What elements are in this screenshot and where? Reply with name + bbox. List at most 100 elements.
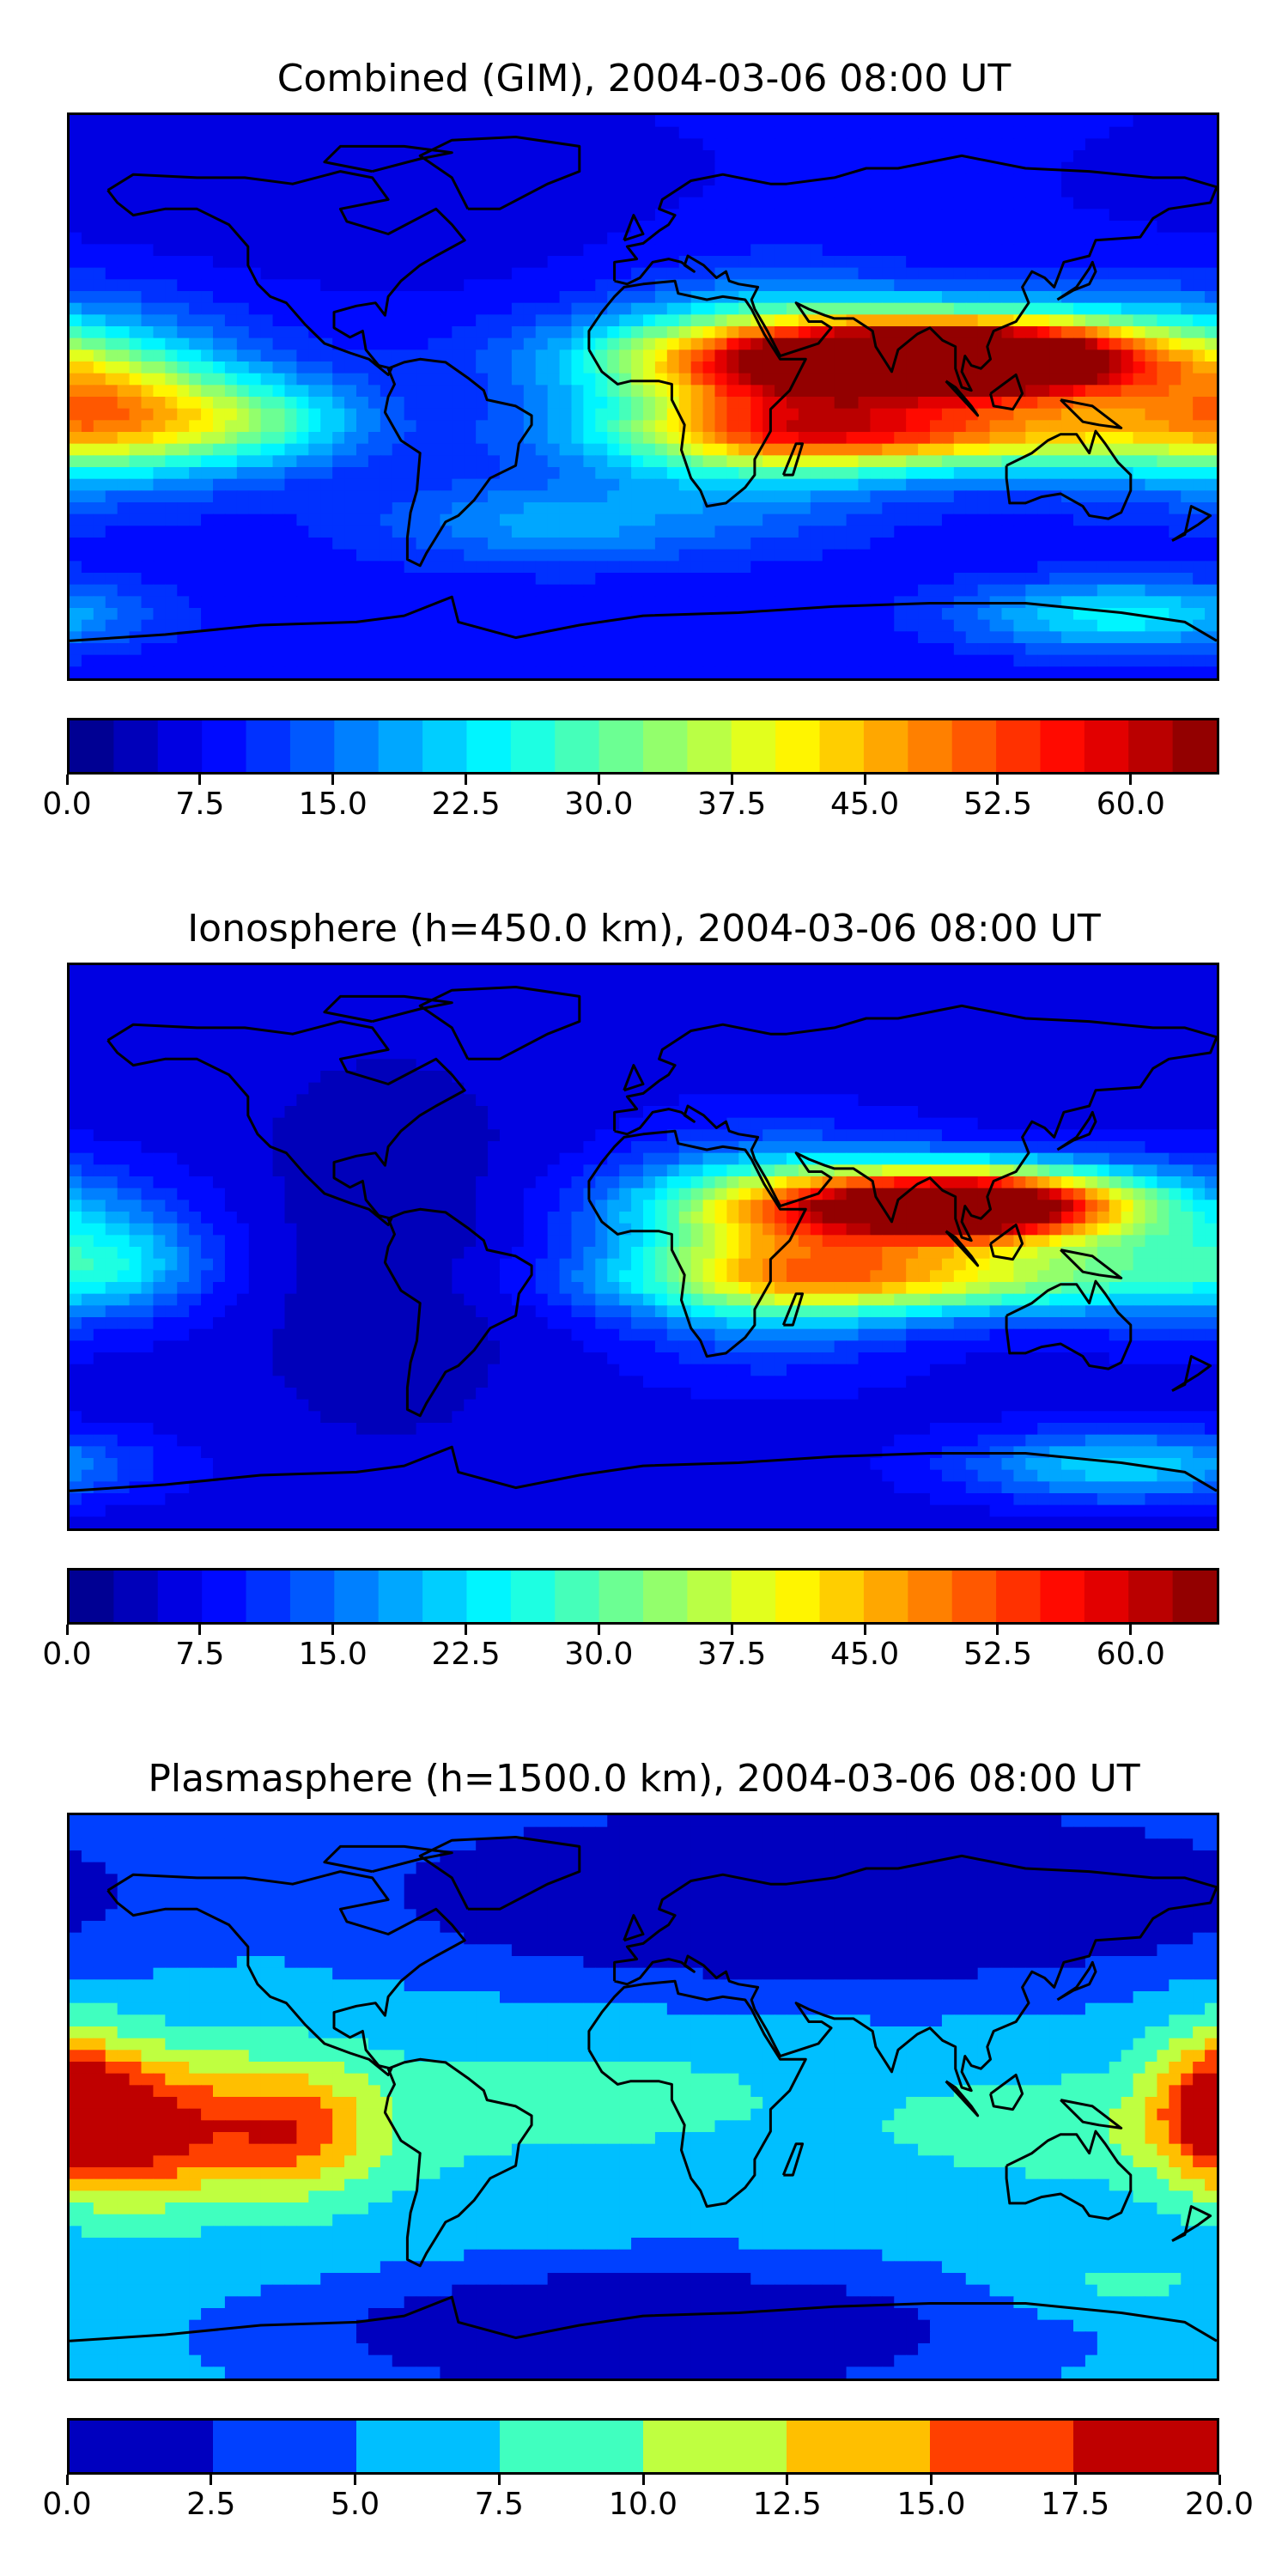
heatmap-cell xyxy=(416,173,429,186)
heatmap-cell xyxy=(1145,478,1158,491)
heatmap-cell xyxy=(272,467,286,480)
heatmap-cell xyxy=(344,643,357,656)
heatmap-cell xyxy=(714,467,728,480)
heatmap-cell xyxy=(595,467,608,480)
heatmap-cell xyxy=(165,115,178,128)
heatmap-cell xyxy=(1181,976,1194,989)
heatmap-cell xyxy=(989,126,1003,139)
heatmap-cell xyxy=(1205,561,1217,574)
heatmap-cell xyxy=(141,619,155,632)
heatmap-cell xyxy=(702,432,716,445)
heatmap-cell xyxy=(787,115,799,128)
heatmap-cell xyxy=(583,397,596,410)
heatmap-cell xyxy=(320,161,333,174)
heatmap-cell xyxy=(941,397,955,410)
heatmap-cell xyxy=(858,976,872,989)
heatmap-cell xyxy=(666,115,680,128)
heatmap-cell xyxy=(535,279,549,292)
heatmap-cell xyxy=(1025,197,1038,210)
heatmap-cell xyxy=(834,420,848,433)
heatmap-cell xyxy=(236,526,250,538)
heatmap-cell xyxy=(535,467,549,480)
heatmap-cell xyxy=(356,584,369,597)
heatmap-cell xyxy=(404,361,417,374)
heatmap-cell xyxy=(930,976,943,989)
heatmap-cell xyxy=(464,988,477,1001)
heatmap-cell xyxy=(726,965,739,978)
heatmap-cell xyxy=(500,976,513,989)
colorbar-swatch xyxy=(775,720,821,772)
heatmap-cell xyxy=(1121,526,1134,538)
heatmap-cell xyxy=(822,349,835,362)
heatmap-cell xyxy=(1037,443,1050,456)
heatmap-cell xyxy=(308,467,321,480)
heatmap-cell xyxy=(523,513,537,526)
heatmap-cell xyxy=(918,513,931,526)
heatmap-cell xyxy=(738,596,751,609)
heatmap-cell xyxy=(476,373,489,386)
heatmap-cell xyxy=(810,349,823,362)
heatmap-cell xyxy=(500,150,513,163)
heatmap-cell xyxy=(1037,115,1050,128)
heatmap-cell xyxy=(320,267,333,280)
heatmap-cell xyxy=(81,432,94,445)
heatmap-cell xyxy=(284,455,298,468)
heatmap-cell xyxy=(105,608,118,621)
heatmap-cell xyxy=(428,337,441,350)
heatmap-cell xyxy=(1205,467,1217,480)
heatmap-cell xyxy=(702,221,716,234)
heatmap-cell xyxy=(476,291,489,304)
heatmap-cell xyxy=(941,432,955,445)
heatmap-cell xyxy=(260,361,274,374)
heatmap-cell xyxy=(105,161,118,174)
heatmap-cell xyxy=(308,349,321,362)
heatmap-cell xyxy=(129,666,143,678)
heatmap-cell xyxy=(643,432,656,445)
heatmap-cell xyxy=(1121,221,1134,234)
heatmap-cell xyxy=(846,420,860,433)
heatmap-cell xyxy=(726,654,739,667)
heatmap-cell xyxy=(488,584,501,597)
colorbar-tick-mark xyxy=(730,775,733,785)
heatmap-cell xyxy=(1049,397,1062,410)
heatmap-cell xyxy=(368,526,381,538)
heatmap-cell xyxy=(368,490,381,503)
heatmap-cell xyxy=(284,654,298,667)
heatmap-cell xyxy=(702,314,716,327)
heatmap-cell xyxy=(1037,643,1050,656)
heatmap-cell xyxy=(643,478,656,491)
heatmap-cell xyxy=(511,502,525,515)
heatmap-cell xyxy=(416,373,429,386)
heatmap-cell xyxy=(1193,326,1206,339)
heatmap-cell xyxy=(631,291,644,304)
heatmap-cell xyxy=(762,654,775,667)
heatmap-cell xyxy=(846,490,860,503)
heatmap-cell xyxy=(1157,573,1170,586)
heatmap-cell xyxy=(762,361,775,374)
heatmap-cell xyxy=(965,373,979,386)
heatmap-cell xyxy=(965,561,979,574)
heatmap-cell xyxy=(440,976,453,989)
heatmap-cell xyxy=(941,279,955,292)
heatmap-cell xyxy=(726,302,739,315)
heatmap-cell xyxy=(488,666,501,678)
heatmap-cell xyxy=(1193,209,1206,222)
heatmap-cell xyxy=(284,408,298,421)
heatmap-cell xyxy=(320,115,333,128)
heatmap-cell xyxy=(500,561,513,574)
heatmap-cell xyxy=(918,279,931,292)
heatmap-cell xyxy=(989,420,1003,433)
heatmap-cell xyxy=(787,150,799,163)
heatmap-cell xyxy=(308,443,321,456)
heatmap-cell xyxy=(70,349,82,362)
heatmap-cell xyxy=(70,314,82,327)
heatmap-cell xyxy=(1133,302,1146,315)
heatmap-cell xyxy=(248,302,262,315)
heatmap-cell xyxy=(738,666,751,678)
heatmap-cell xyxy=(320,643,333,656)
heatmap-cell xyxy=(930,291,943,304)
heatmap-cell xyxy=(953,221,967,234)
heatmap-cell xyxy=(906,608,919,621)
heatmap-cell xyxy=(762,502,775,515)
heatmap-cell xyxy=(918,666,931,678)
